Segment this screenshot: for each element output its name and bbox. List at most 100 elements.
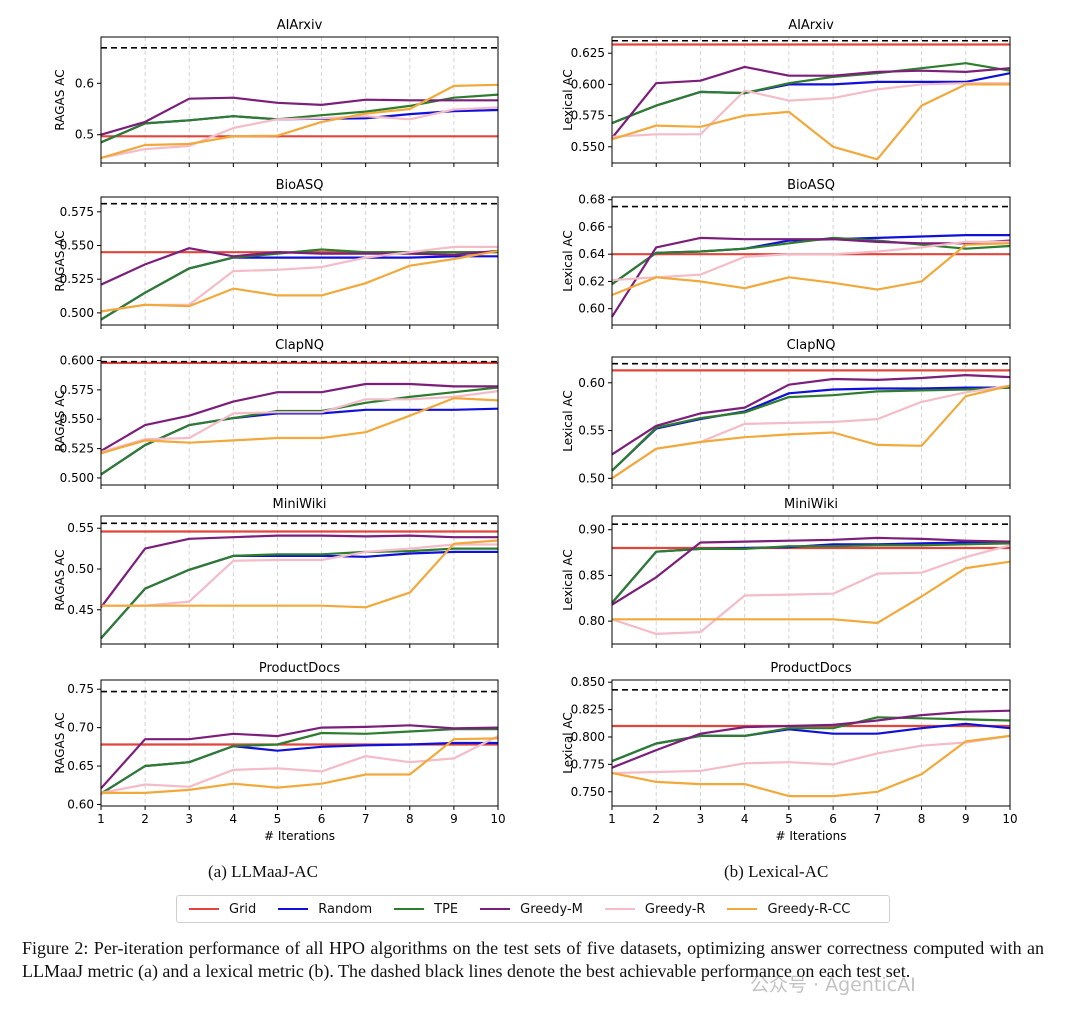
legend-item-greedy-m: Greedy-M	[480, 902, 583, 917]
y-tick-label: 0.60	[578, 302, 605, 316]
legend-swatch	[727, 908, 758, 910]
legend-item-random: Random	[278, 902, 372, 917]
chart-title: MiniWiki	[784, 497, 838, 512]
chart-title: AIArxiv	[277, 18, 323, 33]
y-tick-label: 0.525	[60, 272, 94, 286]
y-tick-label: 0.600	[60, 354, 94, 368]
series-line-random	[611, 386, 1010, 472]
watermark: 公众号 · AgenticAI	[750, 974, 916, 996]
y-axis-label: RAGAS AC	[53, 230, 67, 291]
x-tick-label: 5	[274, 812, 282, 826]
series-line-greedy-r-cc	[100, 249, 499, 313]
series-line-greedy-r-cc	[611, 83, 1010, 161]
series-line-greedy-r-cc	[612, 560, 1011, 625]
axes-frame	[100, 515, 499, 645]
x-axis-label: # Iterations	[775, 829, 846, 843]
y-tick-label: 0.500	[60, 471, 94, 485]
x-tick-label: 5	[785, 812, 793, 826]
chart-panel-1: 0.5 0.6 AIArxiv RAGAS AC	[53, 18, 499, 167]
x-tick-label: 10	[1002, 812, 1017, 826]
series-line-greedy-r	[100, 106, 499, 159]
x-tick-label: 2	[652, 812, 660, 826]
x-tick-label: 1	[97, 812, 105, 826]
y-tick-label: 0.575	[571, 109, 605, 123]
legend: Grid Random TPE Greedy-M Greedy-R Greedy-R-CC	[176, 895, 890, 923]
x-tick-label: 7	[874, 812, 882, 826]
y-axis-label: Lexical AC	[561, 712, 575, 774]
x-tick-label: 9	[962, 812, 970, 826]
series-line-greedy-m	[611, 65, 1011, 139]
axes-frame	[611, 36, 1011, 164]
chart-title: BioASQ	[276, 178, 324, 193]
series-line-greedy-m	[611, 536, 1011, 606]
y-tick-label: 0.6	[75, 76, 94, 90]
x-tick-label: 2	[141, 812, 149, 826]
series-line-tpe	[611, 236, 1011, 285]
y-axis-label: Lexical AC	[561, 230, 575, 292]
series-line-greedy-m	[100, 382, 498, 452]
y-tick-label: 0.68	[578, 193, 605, 207]
chart-panel-5: 0.500 0.525 0.550 0.575 0.600 ClapNQ RAGAS AC	[53, 338, 499, 489]
y-tick-label: 0.66	[578, 220, 605, 234]
y-tick-label: 0.65	[67, 759, 94, 773]
series-line-greedy-r	[100, 390, 499, 454]
chart-panel-2: 0.550 0.575 0.600 0.625 AIArxiv Lexical AC	[561, 18, 1011, 167]
y-tick-label: 0.750	[571, 785, 605, 799]
y-tick-label: 0.550	[60, 412, 94, 426]
series-line-greedy-r	[611, 82, 1010, 138]
series-line-tpe	[100, 248, 498, 321]
legend-swatch	[278, 908, 309, 910]
y-tick-label: 0.550	[60, 239, 94, 253]
y-tick-label: 0.5	[75, 128, 94, 142]
axes-frame	[611, 679, 1011, 807]
y-tick-label: 0.600	[571, 77, 605, 91]
y-tick-label: 0.550	[571, 140, 605, 154]
legend-item-greedy-r: Greedy-R	[604, 902, 705, 917]
y-tick-label: 0.64	[578, 247, 605, 261]
legend-label: Random	[318, 901, 373, 917]
chart-panel-7: 0.45 0.50 0.55 MiniWiki RAGAS AC	[53, 497, 499, 648]
legend-item-grid: Grid	[189, 902, 256, 917]
legend-label: Greedy-R-CC	[767, 901, 851, 917]
series-line-random	[100, 255, 498, 321]
subcaption-b: (b) Lexical-AC	[724, 862, 829, 881]
y-tick-label: 0.50	[578, 471, 605, 485]
series-line-greedy-r-cc	[101, 539, 499, 609]
y-tick-label: 0.500	[60, 306, 94, 320]
legend-label: Greedy-M	[520, 901, 583, 917]
series-line-tpe	[100, 93, 499, 144]
x-tick-label: 8	[918, 812, 926, 826]
x-tick-label: 1	[608, 812, 616, 826]
legend-item-greedy-r-cc: Greedy-R-CC	[727, 902, 850, 917]
x-tick-label: 6	[318, 812, 326, 826]
series-line-greedy-m	[611, 709, 1011, 769]
legend-swatch	[480, 908, 511, 910]
x-tick-label: 4	[741, 812, 749, 826]
y-axis-label: RAGAS AC	[53, 549, 67, 610]
y-tick-label: 0.575	[60, 383, 94, 397]
figure-caption: Figure 2: Per-iteration performance of a…	[22, 938, 1044, 981]
y-tick-label: 0.60	[67, 797, 94, 811]
y-tick-label: 0.50	[67, 562, 94, 576]
y-axis-label: RAGAS AC	[53, 390, 67, 451]
series-line-greedy-m	[611, 374, 1011, 456]
y-tick-label: 0.75	[67, 682, 94, 696]
legend-label: TPE	[434, 901, 459, 917]
series-line-greedy-r-cc	[611, 734, 1011, 798]
axes-frame	[100, 679, 499, 807]
y-tick-label: 0.55	[578, 424, 605, 438]
x-tick-label: 10	[490, 812, 505, 826]
series-line-greedy-r-cc	[101, 737, 499, 795]
y-axis-label: RAGAS AC	[53, 69, 67, 130]
x-tick-label: 3	[697, 812, 705, 826]
series-line-greedy-m	[100, 724, 499, 790]
y-tick-label: 0.85	[578, 568, 605, 582]
x-axis-label: # Iterations	[264, 829, 335, 843]
y-tick-label: 0.62	[578, 274, 605, 288]
chart-panel-9: 0.60 0.65 0.70 0.75 1 2 3 4 5 6 7 8 9 10 ProductDocs RA…	[53, 661, 506, 843]
y-tick-label: 0.60	[578, 376, 605, 390]
series-line-greedy-m	[100, 534, 498, 608]
axes-frame	[100, 356, 499, 486]
series-line-random	[100, 550, 498, 640]
